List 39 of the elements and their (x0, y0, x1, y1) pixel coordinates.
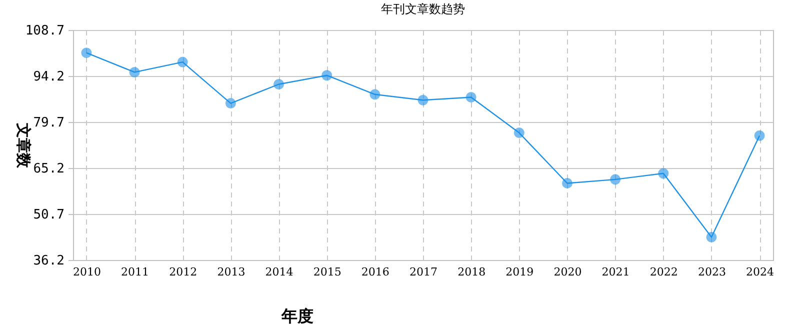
point (754, 130, 765, 141)
y-tick-label: 50.7 (33, 208, 64, 222)
point (81, 48, 92, 58)
x-tick-label: 2022 (650, 266, 678, 278)
x-tick-label: 2020 (554, 266, 582, 278)
x-tick-label: 2016 (361, 266, 390, 278)
x-tick-label: 2018 (458, 266, 486, 278)
x-tick-label: 2024 (746, 266, 774, 278)
point (610, 174, 621, 185)
x-tick-label: 2012 (169, 266, 198, 278)
point (129, 66, 140, 78)
x-tick-label: 2011 (121, 266, 150, 278)
y-tick-label: 79.7 (33, 116, 64, 130)
point (658, 168, 669, 179)
point (466, 92, 476, 102)
point (418, 94, 428, 106)
x-tick-label: 2017 (410, 266, 438, 278)
point (322, 70, 332, 81)
point (370, 89, 380, 100)
x-tick-label: 2010 (72, 266, 101, 278)
y-tick-label: 65.2 (33, 162, 64, 176)
y-tick-label: 36.2 (33, 254, 64, 268)
x-tick-label: 2013 (217, 266, 246, 278)
point (225, 98, 236, 109)
x-axis-title: 年度 (280, 306, 314, 326)
x-tick-label: 2021 (602, 266, 630, 278)
x-tick-label: 2014 (265, 266, 294, 278)
chart-title: 年刊文章数趋势 (381, 2, 465, 16)
x-tick-label: 2015 (313, 266, 342, 278)
point (177, 56, 188, 68)
point (514, 128, 524, 138)
y-tick-label: 94.2 (33, 70, 64, 84)
point (706, 232, 717, 242)
point (562, 178, 572, 188)
point (274, 79, 284, 90)
x-tick-label: 2023 (698, 266, 726, 278)
y-axis-title: 文章数 (14, 122, 32, 169)
x-tick-label: 2019 (506, 266, 534, 278)
y-tick-label: 108.7 (25, 24, 64, 38)
